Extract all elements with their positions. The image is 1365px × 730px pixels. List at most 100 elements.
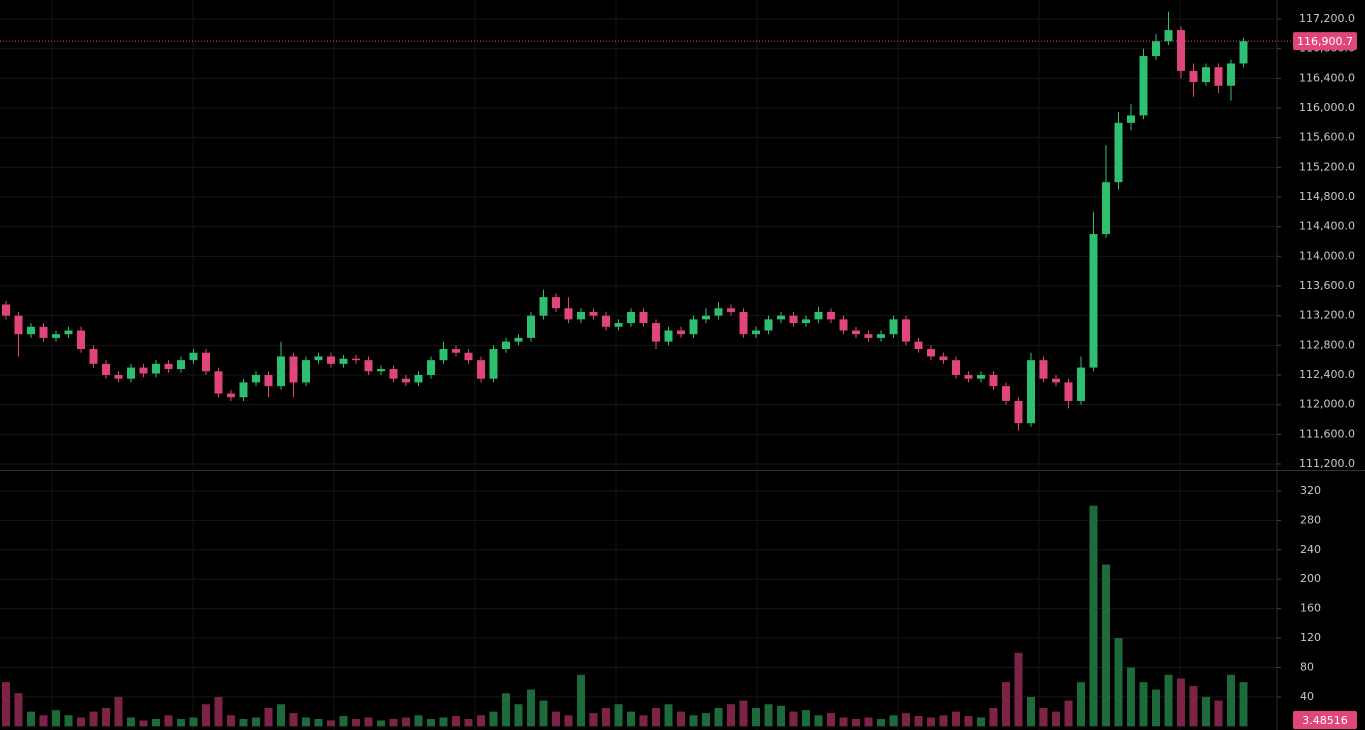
volume-bar [802, 710, 810, 727]
candle-body [127, 367, 135, 379]
last-value-box [1293, 32, 1357, 51]
candle-body [377, 369, 385, 372]
candle-body [389, 369, 398, 379]
volume-bar [14, 693, 23, 727]
candle-body [764, 319, 773, 331]
volume-bar [277, 704, 285, 727]
volume-bar [702, 713, 710, 727]
volume-bar [102, 707, 110, 727]
volume-bar [127, 717, 135, 727]
volume-bar [1002, 682, 1010, 727]
candle-body [514, 337, 523, 342]
volume-bar [189, 717, 198, 727]
candle-body [302, 360, 310, 383]
candle-body [164, 363, 173, 370]
y-tick-label: 320 [1300, 484, 1321, 497]
candle-body [1039, 360, 1048, 379]
volume-bar [2, 682, 10, 727]
candle-body [1102, 182, 1110, 235]
y-tick-label: 117,200.0 [1299, 12, 1355, 25]
candle-body [1002, 386, 1010, 401]
volume-bar [714, 707, 723, 727]
volume-bar [1177, 678, 1185, 727]
volume-bar [364, 717, 373, 727]
volume-bar [527, 689, 535, 727]
volume-bar [889, 715, 898, 727]
candle-body [39, 326, 48, 338]
candle-body [464, 352, 473, 361]
candle-body [552, 297, 560, 309]
y-tick-label: 200 [1300, 572, 1321, 585]
candle-body [839, 319, 848, 331]
volume-bar [877, 718, 885, 727]
candle-body [264, 374, 273, 387]
volume-bar [39, 715, 48, 727]
y-tick-label: 112,000.0 [1299, 398, 1355, 411]
candle-body [189, 352, 198, 361]
volume-bar [864, 717, 873, 727]
volume-bar [614, 704, 623, 727]
candle-body [939, 356, 948, 361]
candle-body [152, 363, 160, 374]
candle-body [1139, 56, 1148, 116]
y-tick-label: 115,600.0 [1299, 131, 1355, 144]
volume-bar [64, 715, 73, 727]
candle-body [89, 349, 98, 364]
candle-body [989, 374, 998, 387]
volume-bar [264, 707, 273, 727]
candle-body [739, 311, 748, 335]
volume-bar [952, 711, 960, 727]
volume-bar [1227, 674, 1235, 727]
volume-bar [339, 716, 348, 727]
volume-bar [1014, 652, 1023, 727]
volume-bar [927, 717, 935, 727]
candle-body [1114, 122, 1123, 183]
volume-bar [1152, 689, 1160, 727]
volume-bar [677, 711, 685, 727]
candle-body [77, 330, 85, 350]
candle-body [102, 363, 110, 375]
last-value-box [1293, 711, 1357, 729]
candle-body [852, 330, 860, 335]
volume-bar [289, 713, 298, 727]
volume-bar [477, 715, 485, 727]
candle-body [1189, 70, 1198, 83]
candle-body [589, 311, 598, 316]
candle-body [614, 323, 623, 327]
candle-body [502, 341, 510, 350]
volume-bar [852, 718, 860, 727]
candle-body [1089, 234, 1098, 368]
candle-body [689, 319, 698, 335]
candle-body [1077, 367, 1085, 401]
volume-bar [914, 716, 923, 727]
candle-body [1052, 378, 1060, 383]
candle-body [927, 349, 935, 357]
candle-body [652, 323, 660, 342]
volume-bar [1039, 707, 1048, 727]
volume-bar [539, 700, 548, 727]
candle-body [889, 319, 898, 335]
volume-bar [377, 720, 385, 727]
candle-body [564, 308, 573, 320]
volume-bar [77, 717, 85, 727]
volume-bar [664, 704, 673, 727]
last-value-label: 116,900.7 [1297, 35, 1353, 48]
volume-bar [164, 715, 173, 727]
volume-bar [1052, 711, 1060, 727]
candle-body [752, 330, 760, 335]
candle-body [727, 308, 735, 312]
candle-body [1227, 63, 1235, 86]
volume-bar [739, 700, 748, 727]
volume-bar [652, 707, 660, 727]
candle-body [339, 358, 348, 364]
candle-body [1239, 41, 1248, 64]
volume-bar [1114, 638, 1123, 727]
candle-body [702, 315, 710, 320]
candle-body [977, 374, 985, 379]
volume-bar [627, 711, 635, 727]
volume-bar [27, 711, 35, 727]
y-tick-label: 115,200.0 [1299, 160, 1355, 173]
y-tick-label: 114,000.0 [1299, 249, 1355, 262]
volume-bar [1027, 696, 1035, 727]
